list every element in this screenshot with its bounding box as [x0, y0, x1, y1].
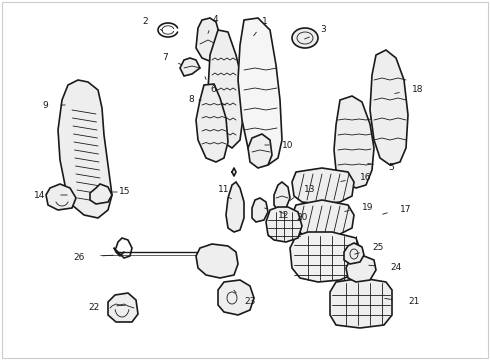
Polygon shape: [196, 18, 220, 62]
Polygon shape: [46, 184, 76, 210]
Text: 4: 4: [213, 15, 219, 24]
Polygon shape: [248, 20, 264, 44]
Text: 10: 10: [282, 140, 294, 149]
Text: 15: 15: [119, 188, 130, 197]
Text: 12: 12: [278, 211, 290, 220]
Polygon shape: [346, 256, 376, 282]
Polygon shape: [196, 244, 238, 278]
Text: 11: 11: [218, 185, 229, 194]
Text: 7: 7: [162, 54, 168, 63]
Text: 14: 14: [34, 190, 45, 199]
Polygon shape: [290, 232, 362, 282]
Text: 21: 21: [408, 297, 419, 306]
Text: 19: 19: [362, 203, 373, 212]
Text: 6: 6: [210, 85, 216, 94]
Polygon shape: [292, 168, 354, 204]
Polygon shape: [108, 293, 138, 322]
Text: 2: 2: [143, 18, 148, 27]
Text: 1: 1: [262, 18, 268, 27]
Polygon shape: [180, 58, 200, 76]
Text: 20: 20: [296, 213, 307, 222]
Polygon shape: [330, 278, 392, 328]
Polygon shape: [58, 80, 112, 218]
Text: 22: 22: [89, 303, 100, 312]
Polygon shape: [90, 184, 112, 204]
Polygon shape: [292, 200, 354, 236]
Text: 13: 13: [304, 185, 316, 194]
Polygon shape: [238, 18, 282, 165]
Text: 24: 24: [390, 264, 401, 273]
Polygon shape: [208, 30, 244, 148]
Text: 9: 9: [42, 100, 48, 109]
Text: 3: 3: [320, 26, 326, 35]
Polygon shape: [370, 50, 408, 165]
Polygon shape: [334, 96, 374, 188]
Text: 16: 16: [360, 174, 371, 183]
Text: 25: 25: [372, 243, 383, 252]
Polygon shape: [274, 182, 290, 210]
Text: 26: 26: [74, 253, 85, 262]
Polygon shape: [196, 84, 228, 162]
Polygon shape: [226, 182, 244, 232]
Text: 8: 8: [188, 95, 194, 104]
Polygon shape: [266, 207, 302, 242]
Polygon shape: [248, 134, 272, 168]
Text: 17: 17: [400, 206, 412, 215]
Polygon shape: [344, 243, 364, 264]
Polygon shape: [252, 198, 268, 222]
Text: 18: 18: [412, 85, 423, 94]
Text: 5: 5: [388, 163, 394, 172]
Text: 23: 23: [244, 297, 255, 306]
Polygon shape: [218, 280, 254, 315]
Ellipse shape: [292, 28, 318, 48]
